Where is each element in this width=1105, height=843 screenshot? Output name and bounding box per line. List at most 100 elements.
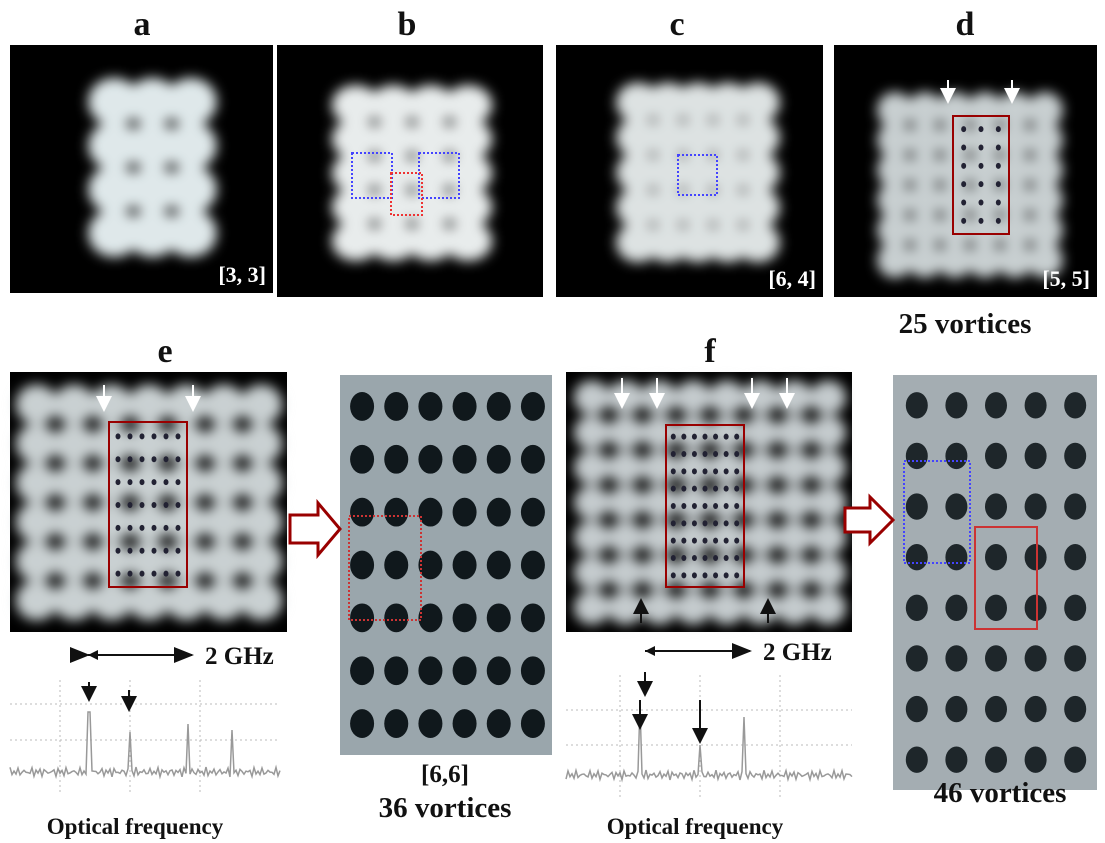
vortex <box>152 502 157 508</box>
vortex <box>734 434 739 440</box>
mode-tag: [5, 5] <box>1042 266 1090 291</box>
lobe <box>91 385 133 425</box>
vortex <box>487 656 511 685</box>
panel-label: c <box>669 6 684 43</box>
vortex <box>713 486 718 492</box>
vortex <box>906 746 928 772</box>
figure: a b c d [3, 3] [6, 4] [5, 5] 25 vortices… <box>0 0 1105 843</box>
lobe <box>128 541 170 581</box>
vortex <box>1064 443 1086 469</box>
vortex <box>384 445 408 474</box>
lobe-grid <box>616 83 780 263</box>
lobe <box>574 486 610 520</box>
lobe <box>736 83 780 123</box>
vortex <box>1064 493 1086 519</box>
vortex <box>164 571 169 577</box>
mode-tag: [6, 4] <box>768 266 816 291</box>
lobe <box>16 385 58 425</box>
lobe <box>165 122 217 170</box>
vortex <box>724 538 729 544</box>
vortex <box>996 200 1001 206</box>
vortex <box>724 503 729 509</box>
vortex <box>350 709 374 738</box>
lobe <box>641 591 677 625</box>
vortex <box>176 548 181 554</box>
vortex <box>734 451 739 457</box>
lobe <box>776 486 812 520</box>
vortex <box>140 525 145 531</box>
vortex <box>724 468 729 474</box>
vortex <box>979 181 984 187</box>
spectrum-f <box>566 672 852 800</box>
vortex <box>985 595 1007 621</box>
vortex <box>703 434 708 440</box>
vortex <box>521 392 545 421</box>
vortex <box>671 572 676 578</box>
vortex <box>945 493 967 519</box>
vortex <box>985 443 1007 469</box>
lobe <box>91 424 133 464</box>
vortex <box>961 200 966 206</box>
panel-label: b <box>398 6 417 43</box>
lobe <box>53 541 95 581</box>
lobe <box>128 385 170 425</box>
vortex <box>945 696 967 722</box>
vortex <box>116 479 121 485</box>
panel-label: f <box>704 333 716 370</box>
lobe <box>91 541 133 581</box>
vortex <box>128 433 133 439</box>
vortex <box>945 746 967 772</box>
vortex <box>945 595 967 621</box>
vortex <box>671 503 676 509</box>
vortex <box>996 218 1001 224</box>
vortex <box>453 445 477 474</box>
vortex <box>979 163 984 169</box>
vortex <box>487 445 511 474</box>
vortex <box>116 525 121 531</box>
vortex <box>152 548 157 554</box>
vortex <box>703 468 708 474</box>
lobe <box>675 591 711 625</box>
vortex <box>176 456 181 462</box>
vortex <box>521 551 545 580</box>
vortex <box>350 603 374 632</box>
vortex <box>140 571 145 577</box>
lobe <box>608 381 644 415</box>
vortex <box>961 218 966 224</box>
vortex <box>487 498 511 527</box>
vortex <box>681 434 686 440</box>
vortex <box>734 520 739 526</box>
vortex <box>734 572 739 578</box>
vortex <box>945 392 967 418</box>
vortex <box>671 451 676 457</box>
vortex <box>671 520 676 526</box>
vortex <box>1025 544 1047 570</box>
vortex <box>979 200 984 206</box>
vortex <box>1064 645 1086 671</box>
panel-label: e <box>157 333 172 370</box>
lobe <box>743 381 779 415</box>
lobe <box>240 463 282 503</box>
mode-tag: [6,6] <box>421 761 469 788</box>
vortex <box>734 555 739 561</box>
vortex <box>703 451 708 457</box>
vortex <box>945 645 967 671</box>
vortex <box>152 571 157 577</box>
vortex <box>384 709 408 738</box>
lobe <box>776 556 812 590</box>
lobe-grid <box>88 78 217 257</box>
vortex <box>164 502 169 508</box>
lobe <box>810 416 846 450</box>
vortex <box>945 443 967 469</box>
vortex <box>724 434 729 440</box>
vortex <box>152 456 157 462</box>
lobe <box>776 591 812 625</box>
vortex <box>1025 392 1047 418</box>
vortex <box>350 498 374 527</box>
lobe <box>709 591 745 625</box>
lobe <box>810 451 846 485</box>
vortex <box>128 548 133 554</box>
vortex <box>116 548 121 554</box>
lobe <box>203 463 245 503</box>
vortex <box>418 551 442 580</box>
